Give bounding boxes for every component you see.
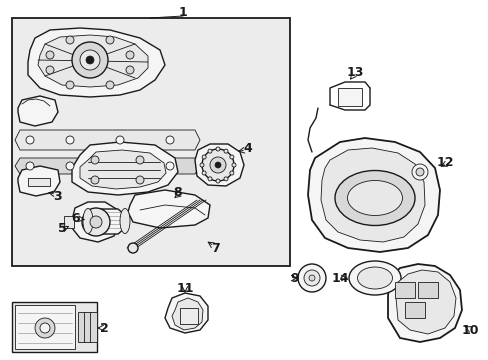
Polygon shape: [394, 282, 414, 298]
Ellipse shape: [347, 180, 402, 216]
Circle shape: [46, 51, 54, 59]
Circle shape: [80, 50, 100, 70]
Polygon shape: [72, 142, 178, 195]
Bar: [78, 312, 85, 342]
Circle shape: [91, 176, 99, 184]
Bar: [12, 18, 289, 266]
Polygon shape: [80, 150, 165, 189]
Text: 10: 10: [460, 324, 478, 337]
Circle shape: [297, 264, 325, 292]
Circle shape: [415, 168, 423, 176]
Circle shape: [165, 162, 174, 170]
Polygon shape: [128, 190, 209, 228]
Circle shape: [136, 176, 143, 184]
Circle shape: [66, 136, 74, 144]
Circle shape: [202, 155, 206, 159]
Text: 14: 14: [330, 271, 348, 284]
Polygon shape: [395, 270, 455, 334]
Circle shape: [308, 275, 314, 281]
Text: 9: 9: [290, 271, 299, 284]
Ellipse shape: [120, 208, 130, 234]
Circle shape: [82, 208, 110, 236]
Circle shape: [216, 179, 220, 183]
Circle shape: [26, 136, 34, 144]
Bar: [28, 178, 50, 186]
Circle shape: [231, 163, 236, 167]
Polygon shape: [195, 144, 244, 186]
Text: 6: 6: [72, 211, 80, 225]
Polygon shape: [72, 202, 120, 242]
Bar: [84, 312, 91, 342]
Ellipse shape: [334, 171, 414, 225]
Text: 2: 2: [100, 321, 108, 334]
Polygon shape: [18, 96, 58, 126]
Bar: [90, 312, 97, 342]
Circle shape: [128, 243, 138, 253]
Polygon shape: [88, 209, 125, 234]
Polygon shape: [15, 130, 200, 150]
Circle shape: [200, 163, 203, 167]
Circle shape: [26, 162, 34, 170]
Circle shape: [304, 270, 319, 286]
Circle shape: [126, 51, 134, 59]
Bar: [337, 88, 361, 106]
Text: 8: 8: [173, 185, 182, 198]
Circle shape: [72, 42, 108, 78]
Circle shape: [165, 136, 174, 144]
Polygon shape: [164, 293, 207, 333]
Text: 4: 4: [243, 141, 252, 154]
Circle shape: [215, 162, 221, 168]
Circle shape: [136, 156, 143, 164]
Circle shape: [46, 66, 54, 74]
Circle shape: [86, 56, 94, 64]
Polygon shape: [307, 138, 439, 252]
Ellipse shape: [348, 261, 400, 295]
Circle shape: [229, 171, 233, 175]
Circle shape: [209, 157, 225, 173]
Polygon shape: [387, 264, 461, 342]
Circle shape: [40, 323, 50, 333]
Circle shape: [207, 149, 212, 153]
Text: 1: 1: [178, 5, 187, 18]
Circle shape: [202, 149, 234, 181]
Circle shape: [66, 162, 74, 170]
Text: 11: 11: [176, 282, 193, 294]
Circle shape: [90, 216, 102, 228]
Text: 12: 12: [435, 156, 453, 168]
Polygon shape: [28, 28, 164, 97]
Circle shape: [91, 156, 99, 164]
Bar: [12, 302, 97, 352]
Text: 3: 3: [54, 189, 62, 202]
Circle shape: [66, 36, 74, 44]
Circle shape: [116, 162, 124, 170]
Polygon shape: [417, 282, 437, 298]
Polygon shape: [38, 35, 148, 87]
Circle shape: [106, 36, 114, 44]
Circle shape: [35, 318, 55, 338]
Bar: [15, 305, 75, 349]
Polygon shape: [15, 158, 200, 174]
Bar: [180, 308, 198, 324]
Circle shape: [207, 177, 212, 181]
Circle shape: [411, 164, 427, 180]
Polygon shape: [172, 298, 203, 330]
Text: 7: 7: [210, 242, 219, 255]
Text: 13: 13: [346, 66, 363, 78]
Circle shape: [216, 147, 220, 151]
Circle shape: [229, 155, 233, 159]
Circle shape: [116, 136, 124, 144]
Polygon shape: [320, 148, 424, 242]
Polygon shape: [404, 302, 424, 318]
Circle shape: [202, 171, 206, 175]
Circle shape: [66, 81, 74, 89]
Text: 5: 5: [58, 221, 66, 234]
Ellipse shape: [83, 208, 93, 234]
Circle shape: [224, 149, 227, 153]
Ellipse shape: [357, 267, 392, 289]
Circle shape: [126, 66, 134, 74]
Bar: [64, 216, 74, 228]
Circle shape: [224, 177, 227, 181]
Polygon shape: [18, 166, 60, 196]
Circle shape: [106, 81, 114, 89]
